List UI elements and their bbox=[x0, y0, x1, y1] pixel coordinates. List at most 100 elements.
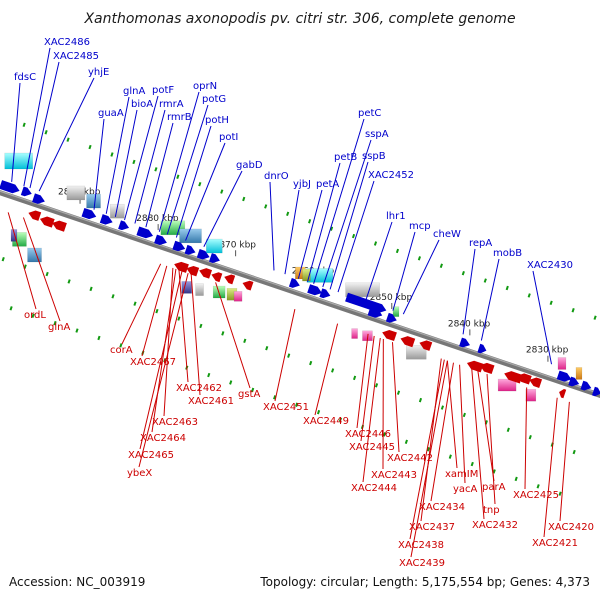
forward-gene-leader bbox=[462, 248, 476, 335]
forward-gene-label: cheW bbox=[433, 229, 461, 240]
feature-dot bbox=[199, 323, 203, 329]
forward-gene-arrow bbox=[592, 386, 600, 397]
reverse-gene-label: XAC2442 bbox=[387, 453, 433, 464]
feature-dot bbox=[373, 241, 378, 246]
feature-dot bbox=[462, 412, 466, 418]
feature-dot bbox=[154, 167, 158, 172]
reverse-gene-label: XAC2434 bbox=[419, 502, 465, 513]
reverse-gene-label: XAC2421 bbox=[532, 538, 578, 549]
reverse-gene-leader bbox=[22, 217, 61, 322]
reverse-gene-label: XAC2425 bbox=[513, 490, 559, 501]
forward-gene-arrow bbox=[0, 180, 20, 194]
forward-gene-leader bbox=[38, 77, 95, 192]
forward-gene-arrow bbox=[288, 278, 300, 288]
reverse-gene-arrow bbox=[242, 280, 254, 291]
reverse-feature-box bbox=[351, 328, 358, 339]
reverse-gene-arrow bbox=[382, 329, 397, 342]
feature-dot bbox=[110, 152, 114, 157]
reverse-gene-leader bbox=[362, 337, 381, 483]
reverse-gene-label: ybeX bbox=[127, 468, 152, 479]
forward-gene-arrow bbox=[208, 253, 220, 263]
reverse-gene-arrow bbox=[419, 340, 433, 351]
reverse-gene-label: corA bbox=[110, 345, 133, 356]
feature-dot bbox=[294, 402, 299, 407]
reverse-gene-leader bbox=[409, 359, 445, 540]
reverse-gene-label: XAC2438 bbox=[398, 540, 444, 551]
forward-gene-arrow bbox=[32, 193, 45, 204]
forward-gene-arrow bbox=[136, 226, 154, 239]
forward-gene-leader bbox=[365, 221, 393, 302]
feature-dot bbox=[22, 122, 26, 128]
reverse-feature-box bbox=[405, 345, 427, 360]
forward-gene-label: glnA bbox=[123, 86, 145, 97]
forward-gene-label: potI bbox=[219, 132, 238, 143]
feature-dot bbox=[44, 130, 48, 135]
forward-gene-leader bbox=[337, 180, 375, 293]
forward-gene-label: repA bbox=[469, 238, 492, 249]
topology-text: Topology: circular; Length: 5,175,554 bp… bbox=[259, 575, 590, 589]
feature-dot bbox=[31, 313, 35, 318]
reverse-feature-box bbox=[497, 378, 517, 392]
forward-gene-label: guaA bbox=[98, 108, 124, 119]
feature-dot bbox=[309, 360, 313, 366]
forward-gene-label: mobB bbox=[493, 248, 522, 259]
feature-dot bbox=[229, 380, 233, 385]
reverse-gene-label: xamIM bbox=[445, 469, 478, 480]
reverse-gene-leader bbox=[446, 360, 458, 469]
forward-gene-label: potG bbox=[202, 94, 226, 105]
reverse-gene-leader bbox=[163, 267, 174, 417]
forward-gene-label: sspA bbox=[365, 129, 389, 140]
feature-dot bbox=[572, 449, 576, 455]
feature-dot bbox=[88, 144, 92, 150]
forward-gene-arrow bbox=[196, 249, 210, 260]
forward-feature-box bbox=[4, 152, 33, 170]
forward-gene-label: rmrB bbox=[167, 112, 192, 123]
feature-dot bbox=[67, 279, 71, 284]
forward-gene-leader bbox=[134, 109, 166, 224]
forward-gene-leader bbox=[158, 91, 200, 232]
feature-dot bbox=[53, 320, 57, 326]
reverse-gene-arrow bbox=[211, 272, 223, 283]
reverse-gene-leader bbox=[314, 323, 339, 416]
forward-gene-arrow bbox=[307, 284, 322, 296]
forward-gene-arrow bbox=[345, 292, 387, 313]
reverse-gene-leader bbox=[7, 212, 37, 310]
feature-dot bbox=[251, 387, 255, 393]
reverse-gene-leader bbox=[524, 387, 528, 490]
forward-gene-label: petC bbox=[358, 108, 381, 119]
feature-dot bbox=[558, 491, 562, 496]
feature-dot bbox=[308, 219, 312, 224]
reverse-gene-leader bbox=[138, 272, 189, 468]
forward-feature-box bbox=[66, 185, 86, 201]
feature-dot bbox=[426, 447, 430, 452]
feature-dot bbox=[207, 372, 211, 378]
forward-feature-box bbox=[392, 306, 400, 317]
feature-dot bbox=[45, 271, 49, 277]
forward-gene-leader bbox=[29, 61, 60, 189]
reverse-gene-arrow bbox=[504, 371, 523, 384]
reverse-gene-label: glnA bbox=[48, 322, 70, 333]
feature-dot bbox=[461, 270, 465, 276]
forward-gene-label: lhr1 bbox=[386, 211, 406, 222]
kbp-tick-label: 2850 kbp bbox=[370, 293, 413, 303]
feature-dot bbox=[119, 343, 123, 348]
feature-dot bbox=[198, 181, 202, 187]
reverse-gene-leader bbox=[471, 368, 485, 520]
forward-gene-label: bioA bbox=[131, 99, 153, 110]
forward-gene-labels: fdsC XAC2486 XAC2485 yhjE guaA glnA bioA potF rm… bbox=[11, 37, 573, 365]
forward-gene-label: gabD bbox=[236, 160, 263, 171]
reverse-gene-label: yacA bbox=[453, 484, 478, 495]
forward-feature-box bbox=[86, 193, 101, 209]
reverse-gene-arrow bbox=[224, 274, 236, 285]
gene-arrows bbox=[0, 180, 600, 399]
forward-gene-arrow bbox=[459, 337, 470, 348]
feature-dot bbox=[221, 331, 225, 336]
feature-dot bbox=[395, 248, 400, 254]
feature-dot bbox=[439, 263, 443, 268]
reverse-gene-label: XAC2439 bbox=[399, 558, 445, 569]
reverse-gene-label: XAC2437 bbox=[409, 522, 455, 533]
forward-gene-label: XAC2486 bbox=[44, 37, 90, 48]
feature-dot bbox=[571, 308, 575, 313]
feature-dot bbox=[417, 256, 422, 261]
